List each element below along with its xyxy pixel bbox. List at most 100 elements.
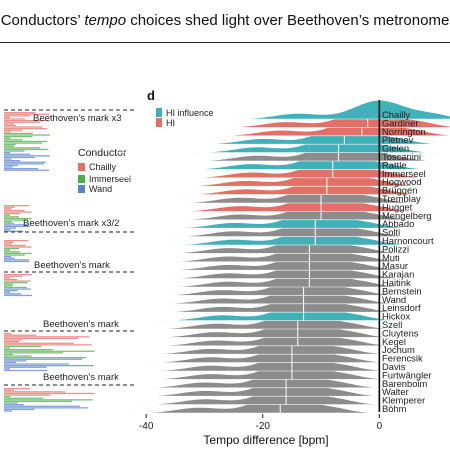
side-bar-40 [4,209,25,212]
side-bar-60 [4,249,10,251]
side-bar-8 [4,124,16,127]
side-bar-59 [4,248,19,250]
side-bar-42 [4,213,21,215]
side-bar-65 [4,257,15,259]
side-bar-18 [4,140,48,143]
side-bar-68 [4,274,32,276]
side-bar-73 [4,282,28,284]
conductor-label-0: Chailly [382,109,410,120]
conductor-label-28: Jochum [382,344,415,355]
side-bar-54 [4,240,29,242]
conductor-label-7: Immerseel [382,168,426,179]
side-bar-70 [4,277,11,279]
side-bar-57 [4,244,26,247]
side-bar-81 [4,294,32,297]
side-bar-7 [4,123,14,125]
title-emphasis: tempo [84,12,127,29]
ridges [117,99,450,414]
side-bar-12 [4,131,11,133]
side-bar-10 [4,128,48,130]
side-bar-77 [4,288,31,290]
side-bar-103 [4,366,47,368]
side-bar-48 [4,222,14,224]
side-bar-85 [4,337,79,340]
side-bar-21 [4,145,15,147]
side-bar-34 [4,166,13,168]
legend-label-hi-influence: HI influence [166,108,214,118]
side-bar-20 [4,144,16,146]
side-bar-38 [4,206,15,208]
conductor-label-10: Tremblay [382,193,421,204]
conductor-label-27: Kegel [382,336,406,347]
x-tick-label-0: -40 [139,421,154,432]
side-bar-76 [4,286,27,289]
conductor-label-15: Harnoncourt [382,235,434,246]
side-bar-120 [4,410,12,412]
side-bar-93 [4,350,95,352]
side-bar-117 [4,405,80,407]
conductor-label-25: Szell [382,319,402,330]
conductor-label-9: Brüggen [382,185,417,196]
conductor-label-6: Rattle [382,159,407,170]
conductor-label-11: Hugget [382,201,413,212]
conductor-label-2: Norrington [382,126,426,137]
mark-label-1: Beethoven’s mark x3 [33,113,122,124]
side-bar-36 [4,169,50,171]
ridgeline-chart: d BöhmKlempererWalterBarenboimFurtwängle… [117,88,450,447]
side-bar-116 [4,404,24,406]
legend-swatch-wand [78,185,85,193]
side-bar-104 [4,368,10,370]
conductor-label-1: Gardiner [382,117,418,128]
hi-legend: HI influence HI [156,108,214,128]
conductor-legend: Conductor Chailly Immerseel Wand [78,147,131,194]
side-bar-105 [4,369,48,372]
side-bar-9 [4,126,43,128]
legend-swatch-immerseel [78,175,85,183]
conductor-label-16: Polizzi [382,243,409,254]
conductor-label-21: Bernstein [382,285,422,296]
side-bar-62 [4,252,32,255]
conductor-label-14: Solti [382,227,400,238]
side-bar-96 [4,355,32,357]
conductor-label-4: Gielen [382,143,409,154]
conductor-label-3: Pletnev [382,134,414,145]
side-bar-112 [4,397,44,399]
side-bar-35 [4,168,38,170]
side-bar-115 [4,402,18,404]
side-bar-97 [4,357,87,359]
conductor-label-29: Ferencsik [382,353,423,364]
conductor-label-20: Haitink [382,277,411,288]
legend-swatch-chailly [78,163,85,171]
conductor-label-23: Leinsdorf [382,302,421,313]
side-bar-15 [4,136,33,138]
side-bar-45 [4,217,32,220]
side-bar-55 [4,241,14,243]
side-bar-92 [4,349,53,351]
side-bar-17 [4,139,23,141]
side-bar-61 [4,251,21,253]
side-bar-83 [4,334,37,336]
conductor-label-19: Karajan [382,269,414,280]
side-marks: Beethoven’s mark x3 Beethoven’s mark x3/… [4,109,135,386]
conductor-label-30: Davis [382,361,406,372]
side-bar-32 [4,163,44,165]
side-bar-113 [4,399,93,401]
side-bar-109 [4,392,95,395]
side-bar-79 [4,291,11,293]
side-bar-102 [4,365,94,367]
side-bar-47 [4,221,12,223]
side-bar-101 [4,363,70,365]
conductor-label-34: Klemperer [382,395,425,406]
conductor-label-13: Abbado [382,218,414,229]
side-bar-111 [4,396,11,398]
side-bar-22 [4,147,41,149]
side-bar-99 [4,360,27,362]
side-bar-46 [4,219,26,221]
side-bar-24 [4,150,25,152]
side-bar-63 [4,254,25,256]
side-bar-53 [4,230,24,232]
side-bar-44 [4,216,19,218]
side-bar-5 [4,120,49,122]
conductor-label-22: Wand [382,294,406,305]
